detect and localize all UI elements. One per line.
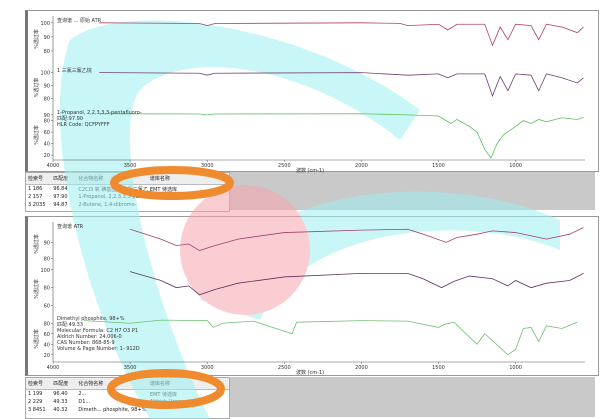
y-tick-label: 80 xyxy=(44,49,50,55)
y-tick-label: 80 xyxy=(44,321,50,327)
x-tick-label: 2500 xyxy=(278,365,291,371)
spectrum-trace xyxy=(99,22,584,47)
cell: 1 186 xyxy=(28,186,43,192)
y-tick-label: 40 xyxy=(44,342,50,348)
trace-title: 1-Propanol, 2,2,3,3,3-pentafluoro- xyxy=(57,110,142,116)
x-tick-label: 4000 xyxy=(47,163,60,169)
cell: 3 8451 xyxy=(28,407,46,413)
trace-title: 查询谱 ATR xyxy=(57,223,84,230)
cell: 3 2035 xyxy=(28,202,46,208)
x-axis-title: 波数 (cm-1) xyxy=(296,369,324,376)
y-tick-label: 90 xyxy=(44,35,50,41)
cell: 1 199 xyxy=(28,391,43,397)
y-tick-label: 20 xyxy=(44,153,50,159)
y-tick-label: 100 xyxy=(40,268,50,274)
y-axis-title: %透过率 xyxy=(33,125,40,145)
y-tick-label: 40 xyxy=(44,142,50,148)
x-tick-label: 1500 xyxy=(432,365,445,371)
x-tick-label: 2000 xyxy=(355,365,368,371)
y-tick-label: 100 xyxy=(40,21,50,27)
trace-info: HLR Code: QCFPYFFF xyxy=(57,122,110,128)
x-tick-label: 2000 xyxy=(355,163,368,169)
trace-title: 1 三氯三氟乙烷 xyxy=(57,67,92,74)
y-tick-label: 80 xyxy=(44,119,50,125)
y-tick-label: 90 xyxy=(44,240,50,246)
y-tick-label: 100 xyxy=(40,71,50,77)
x-tick-label: 1000 xyxy=(509,163,522,169)
x-tick-label: 1000 xyxy=(509,365,522,371)
col-header-index[interactable]: 检索号 xyxy=(28,176,44,182)
trace-info: 匹配:49.33 xyxy=(57,322,83,328)
y-axis-title: %透过率 xyxy=(33,329,40,349)
y-axis-title: %透过率 xyxy=(33,279,40,299)
spectrum-trace xyxy=(99,113,584,159)
cell: 2 157 xyxy=(28,194,43,200)
trace-title: 查询谱 ... 原始 ATR xyxy=(57,17,102,24)
trace-info: Aldrich Number: 24,006-0 xyxy=(57,334,122,340)
col-header-index[interactable]: 检索号 xyxy=(28,381,44,387)
y-tick-label: 20 xyxy=(44,353,50,359)
trace-info: Volume & Page Number: 1- 912D xyxy=(57,346,140,352)
x-tick-label: 3500 xyxy=(124,163,137,169)
x-tick-label: 1500 xyxy=(432,163,445,169)
y-tick-label: 80 xyxy=(44,257,50,263)
x-tick-label: 3500 xyxy=(124,365,137,371)
cell: 2 229 xyxy=(28,399,43,405)
y-tick-label: 60 xyxy=(44,304,50,310)
x-tick-label: 4000 xyxy=(47,365,60,371)
trace-info: CAS Number: 868-85-9 xyxy=(57,340,115,346)
y-tick-label: 90 xyxy=(44,84,50,90)
trace-title: Dimethyl phosphite, 98+% xyxy=(57,316,125,322)
y-tick-label: 60 xyxy=(44,130,50,136)
x-axis-title: 波数 (cm-1) xyxy=(296,167,324,174)
y-tick-label: 90 xyxy=(44,113,50,119)
spectrum-trace xyxy=(83,319,578,356)
y-axis-title: %透过率 xyxy=(33,78,40,98)
x-tick-label: 3000 xyxy=(201,365,214,371)
y-tick-label: 80 xyxy=(44,286,50,292)
trace-info: Molecular Formula: C2 H7 O3 P1 xyxy=(57,328,138,334)
spectrum-trace xyxy=(129,271,584,296)
x-tick-label: 3000 xyxy=(201,163,214,169)
y-axis-title: %透过率 xyxy=(33,29,40,49)
x-tick-label: 2500 xyxy=(278,163,291,169)
spectrum-trace xyxy=(129,227,584,251)
spectrum-trace xyxy=(99,72,584,98)
trace-info: 匹配:97.90 xyxy=(57,116,83,122)
y-tick-label: 80 xyxy=(44,97,50,103)
y-axis-title: %透过率 xyxy=(33,234,40,254)
y-tick-label: 60 xyxy=(44,332,50,338)
